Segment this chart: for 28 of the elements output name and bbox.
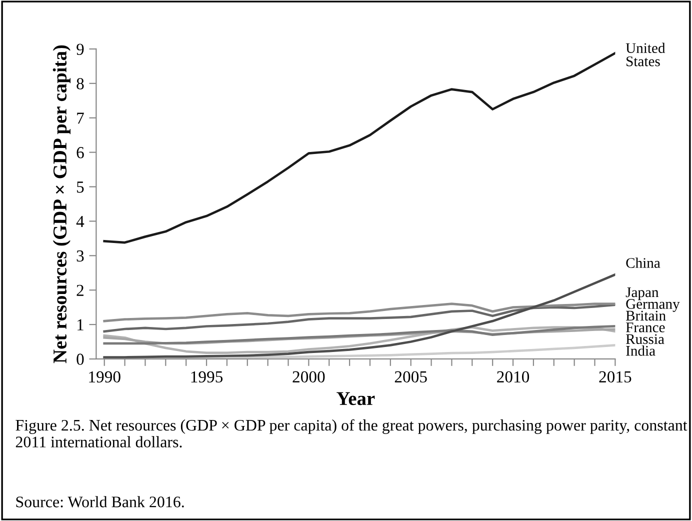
series-label: Japan [626,287,659,300]
y-tick-label: 7 [77,112,84,124]
y-tick-label: 6 [76,147,84,158]
x-tick-label: 2010 [497,371,530,383]
x-tick-label: 2000 [292,371,325,383]
series-label: France [626,322,665,332]
x-tick-label: 1995 [191,371,223,383]
y-tick-label: 5 [77,182,84,193]
x-tick-label: 1990 [89,371,120,383]
series-label: Germany [626,299,680,312]
x-axis-title: Year [336,392,375,406]
series-label: Russia [626,334,664,344]
x-tick-label: 2015 [599,371,632,383]
y-tick-label: 2 [76,284,84,296]
series-label: United States [626,42,666,66]
series-label: China [626,258,660,268]
caption: Figure 2.5. Net resources (GDP × GDP per capita) of the great powers, purchasing power parity, constant 2011 international dollars. [16,419,688,448]
y-tick-label: 0 [76,354,84,365]
y-tick-label: 4 [76,216,84,227]
y-tick-label: 3 [76,250,84,262]
y-tick-label: 8 [76,78,84,90]
series-label: India [626,345,656,356]
series-label: Britain [626,310,666,321]
y-tick-label: 9 [76,44,84,55]
x-tick-label: 2005 [394,371,427,383]
y-tick-label: 1 [78,319,84,330]
source-note: Source: World Bank 2016. [16,496,184,508]
y-axis-title: Net resources (GDP × GDP per capita) [52,45,70,364]
